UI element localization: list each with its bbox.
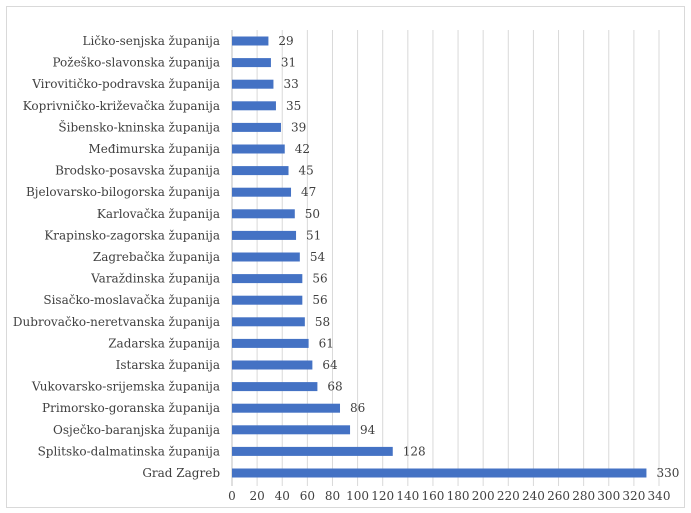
value-label: 42 <box>295 142 310 156</box>
bar <box>232 122 281 132</box>
bar <box>232 166 289 176</box>
x-tick-label: 80 <box>325 489 340 503</box>
bar <box>232 252 300 262</box>
chart-frame <box>6 6 685 508</box>
bar <box>232 36 269 46</box>
x-axis-tick-labels: 0 20 40 60 80 100 120 140 160 180 200 220 240 260 280 3… <box>228 489 670 503</box>
x-tick-label: 320 <box>622 489 645 503</box>
value-label: 61 <box>319 336 334 350</box>
category-label: Primorsko-goranska županija <box>42 401 220 415</box>
bar <box>232 360 313 370</box>
category-label: Zagrebačka županija <box>93 250 220 264</box>
bar <box>232 144 285 154</box>
category-label: Brodsko-posavska županija <box>55 164 220 178</box>
category-label: Požeško-slavonska županija <box>52 56 220 70</box>
category-label: Međimurska županija <box>89 142 220 156</box>
category-label: Bjelovarsko-bilogorska županija <box>26 185 220 199</box>
bar <box>232 79 274 89</box>
category-label: Istarska županija <box>116 358 220 372</box>
bar <box>232 187 292 197</box>
category-label: Osječko-baranjska županija <box>53 423 220 437</box>
category-label: Zadarska županija <box>108 336 220 350</box>
category-label: Karlovačka županija <box>97 207 220 221</box>
category-label: Grad Zagreb <box>142 466 220 480</box>
category-label: Krapinsko-zagorska županija <box>44 228 220 242</box>
value-label: 51 <box>306 228 321 242</box>
bars <box>232 36 647 478</box>
bar <box>232 317 305 327</box>
x-tick-label: 220 <box>497 489 520 503</box>
value-label: 64 <box>322 358 338 372</box>
x-tick-label: 0 <box>228 489 236 503</box>
value-label: 330 <box>656 466 679 480</box>
bar <box>232 209 295 219</box>
bar <box>232 468 647 478</box>
bar <box>232 101 276 111</box>
bar <box>232 274 303 284</box>
value-label: 29 <box>278 34 293 48</box>
x-tick-label: 160 <box>421 489 444 503</box>
x-tick-label: 240 <box>522 489 545 503</box>
x-tick-label: 100 <box>346 489 369 503</box>
x-tick-label: 180 <box>447 489 470 503</box>
bar <box>232 425 351 435</box>
value-label: 54 <box>310 250 326 264</box>
x-tick-label: 300 <box>597 489 620 503</box>
x-tick-label: 40 <box>275 489 290 503</box>
category-label: Ličko-senjska županija <box>82 34 220 48</box>
category-label: Koprivničko-križevačka županija <box>23 99 220 113</box>
value-label: 94 <box>360 423 376 437</box>
x-tick-label: 140 <box>396 489 419 503</box>
value-label: 58 <box>315 315 330 329</box>
value-label: 45 <box>299 164 314 178</box>
x-tick-label: 20 <box>249 489 264 503</box>
bar <box>232 58 271 68</box>
category-label: Splitsko-dalmatinska županija <box>38 444 220 458</box>
x-tick-label: 260 <box>547 489 570 503</box>
value-label: 68 <box>327 380 342 394</box>
value-label: 56 <box>312 293 327 307</box>
x-tick-label: 120 <box>371 489 394 503</box>
category-label: Dubrovačko-neretvanska županija <box>13 315 220 329</box>
bar <box>232 230 297 240</box>
bar <box>232 338 309 348</box>
x-tick-label: 340 <box>648 489 671 503</box>
value-label: 56 <box>312 272 327 286</box>
value-label: 31 <box>281 56 296 70</box>
category-label: Sisačko-moslavačka županija <box>43 293 220 307</box>
category-label: Virovitičko-podravska županija <box>31 77 220 91</box>
value-label: 33 <box>283 77 298 91</box>
x-tick-label: 280 <box>572 489 595 503</box>
value-label: 128 <box>403 444 426 458</box>
category-label: Varaždinska županija <box>90 272 220 286</box>
value-label: 47 <box>301 185 316 199</box>
bar <box>232 295 303 305</box>
value-label: 35 <box>286 99 301 113</box>
x-tick-label: 200 <box>472 489 495 503</box>
category-label: Šibensko-kninska županija <box>58 118 220 134</box>
category-labels: Ličko-senjska županija Požeško-slavonska … <box>13 34 220 480</box>
value-label: 50 <box>305 207 320 221</box>
category-label: Vukovarsko-srijemska županija <box>31 380 220 394</box>
value-labels: 29 31 33 35 39 42 45 47 50 51 54 56 56 58 61 64 68 86 94 12… <box>278 34 679 480</box>
x-tick-label: 60 <box>300 489 315 503</box>
bar <box>232 446 393 456</box>
bar <box>232 403 341 413</box>
value-label: 86 <box>350 401 365 415</box>
value-label: 39 <box>291 120 306 134</box>
bar <box>232 382 318 392</box>
